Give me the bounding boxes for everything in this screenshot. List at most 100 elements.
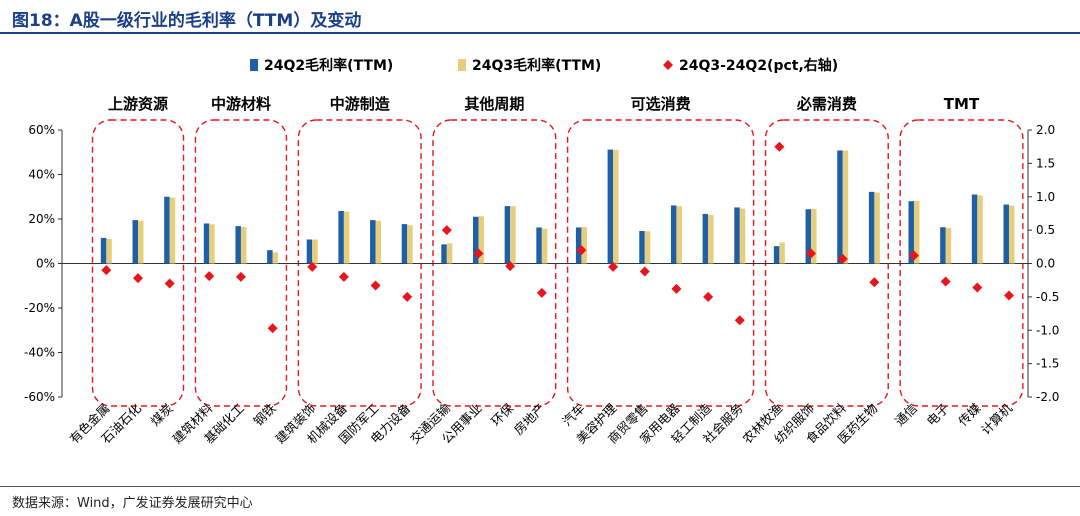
chart-markers [101,141,1014,334]
bar-q3-食品饮料 [842,150,849,264]
bar-q2-建筑材料 [203,223,210,264]
marker-diff-医药生物 [869,277,880,288]
left-axis-tick-label: -40% [24,346,55,360]
marker-diff-煤炭 [164,278,175,289]
legend-swatch-diff [663,60,673,70]
legend-label-q3: 24Q3毛利率(TTM) [472,57,601,74]
marker-diff-建筑材料 [204,271,215,282]
group-label: 其他周期 [464,95,524,113]
margin-chart: 24Q2毛利率(TTM) 24Q3毛利率(TTM) 24Q3-24Q2(pct,右轴… [24,57,1059,446]
bar-q3-美容护理 [613,149,619,264]
bar-q3-纺织服饰 [811,208,817,264]
marker-diff-有色金属 [101,265,112,276]
chart-bars [100,149,1015,264]
marker-diff-交通运输 [441,225,452,236]
bar-q2-通信 [908,201,914,264]
bar-q2-石油石化 [132,220,139,264]
marker-diff-社会服务 [734,315,745,326]
bar-q3-公用事业 [478,216,484,264]
right-axis-tick-label: 2.0 [1036,123,1055,137]
bar-q2-商贸零售 [639,231,645,264]
marker-diff-纺织服饰 [806,248,817,259]
bar-q3-传媒 [977,195,983,264]
bar-q3-有色金属 [106,239,112,264]
marker-diff-机械设备 [338,271,349,282]
bar-q3-医药生物 [874,192,880,264]
left-axis-tick-label: -60% [24,390,55,404]
legend-label-q2: 24Q2毛利率(TTM) [264,57,393,74]
bar-q3-机械设备 [343,211,350,264]
bar-q2-建筑装饰 [306,239,313,264]
right-axis-tick-label: 1.5 [1036,156,1055,170]
bar-q3-建筑装饰 [312,239,318,264]
bar-q3-煤炭 [169,197,176,264]
marker-diff-轻工制造 [703,291,714,302]
legend-swatch-q2 [250,59,258,71]
bar-q2-计算机 [1003,204,1009,264]
bar-q3-商贸零售 [644,231,651,264]
bar-q3-通信 [913,200,920,264]
bar-q2-有色金属 [100,237,107,264]
chart-legend: 24Q2毛利率(TTM) 24Q3毛利率(TTM) 24Q3-24Q2(pct,右轴… [250,57,838,74]
bar-q2-传媒 [971,194,978,264]
bar-q2-纺织服饰 [805,209,812,264]
marker-diff-电力设备 [402,291,413,302]
bar-q2-环保 [504,206,511,264]
marker-diff-建筑装饰 [307,261,318,272]
legend-label-diff: 24Q3-24Q2(pct,右轴) [679,57,838,74]
left-axis-tick-label: -20% [24,301,55,315]
bar-q2-国防军工 [370,220,376,264]
bar-q3-电子 [945,227,952,264]
bar-q2-医药生物 [868,191,875,264]
marker-diff-食品饮料 [837,253,848,264]
marker-diff-计算机 [1003,290,1014,301]
bar-q3-石油石化 [138,220,144,264]
right-axis-tick-label: -1.0 [1036,323,1059,337]
bar-q3-汽车 [581,227,587,264]
left-axis-tick-label: 40% [28,168,55,182]
group-label: TMT [944,95,980,113]
left-axis-tick-label: 0% [36,257,55,271]
bar-q2-汽车 [575,227,582,264]
bar-q2-美容护理 [607,149,614,264]
bar-q2-食品饮料 [837,150,843,264]
bar-q3-房地产 [541,228,548,264]
industry-groups: 上游资源 中游材料 中游制造 其他周期 可选消费 必需消费 TMT [91,95,1024,407]
footer-rule [0,486,1080,487]
group-label: 可选消费 [631,95,691,113]
group-label: 中游材料 [211,95,271,113]
group-label: 必需消费 [796,95,857,113]
marker-diff-房地产 [536,287,547,298]
bar-q2-公用事业 [472,216,479,264]
bar-q3-计算机 [1008,205,1015,264]
bar-q2-房地产 [536,227,542,264]
marker-diff-美容护理 [608,261,619,272]
marker-diff-汽车 [576,245,587,256]
marker-diff-公用事业 [473,248,484,259]
right-axis-tick-label: 0.0 [1036,257,1055,271]
right-axis-tick-label: -1.5 [1036,357,1059,371]
chart-axes: 60% 40% 20% 0% -20% -40% -60% 2.0 1.5 1.0 0.5 0.0 -0… [24,123,1059,404]
bar-q2-电子 [940,227,946,264]
group-label: 中游制造 [330,95,390,113]
marker-diff-石油石化 [133,273,144,284]
bar-q2-机械设备 [338,210,344,264]
right-axis-tick-label: 0.5 [1036,223,1055,237]
source-note: 数据来源：Wind，广发证券发展研究中心 [12,496,253,511]
bar-q2-农林牧渔 [773,246,780,264]
left-axis-tick-label: 60% [28,123,55,137]
bar-q3-钢铁 [272,252,279,264]
right-axis-tick-label: 1.0 [1036,190,1055,204]
left-axis-tick-label: 20% [28,212,55,226]
marker-diff-基础化工 [235,271,246,282]
marker-diff-环保 [505,261,516,272]
figure-title: 图18：A股一级行业的毛利率（TTM）及变动 [12,11,362,31]
bar-q2-基础化工 [235,226,241,264]
group-label: 上游资源 [108,95,168,113]
bar-q3-家用电器 [676,206,682,264]
bar-q3-国防军工 [375,220,382,264]
x-tick-label: 通信 [892,401,920,429]
bar-q3-社会服务 [739,208,746,264]
marker-diff-农林牧渔 [774,141,785,152]
bar-q3-农林牧渔 [779,242,785,264]
